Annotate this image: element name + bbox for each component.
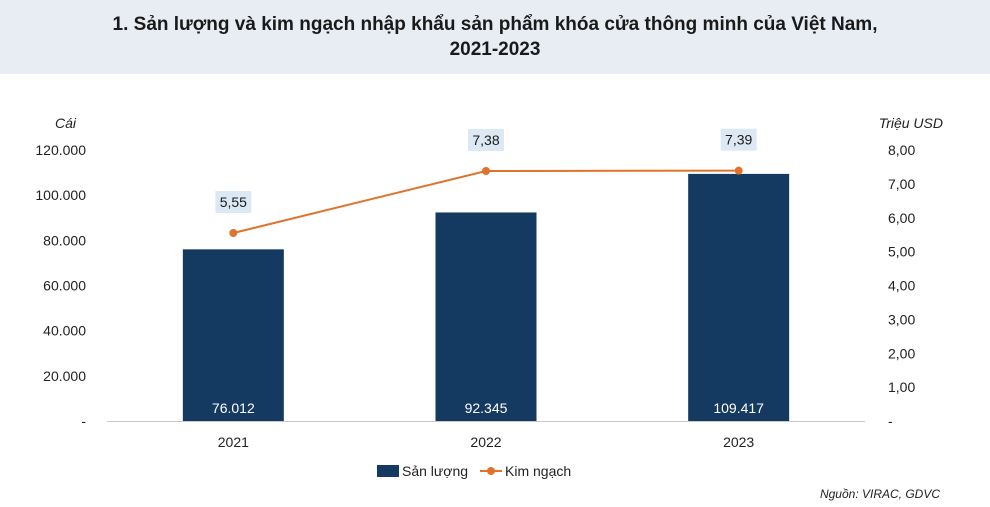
legend-swatch-san-luong [377, 465, 399, 477]
right-tick-label: 8,00 [888, 142, 915, 158]
left-tick-label: 40.000 [43, 323, 86, 339]
left-axis-unit: Cái [55, 115, 77, 131]
line-value-label-bg [215, 190, 252, 213]
line-value-label-bg [468, 129, 504, 152]
left-tick-label: - [81, 413, 86, 429]
bar-value-label: 76.012 [212, 400, 255, 416]
right-tick-label: 1,00 [888, 379, 915, 395]
line-point-kim-ngach [734, 166, 743, 175]
left-tick-label: 100.000 [35, 187, 86, 203]
x-tick-label: 2022 [470, 434, 501, 450]
chart-title: 1. Sản lượng và kim ngạch nhập khẩu sản … [0, 12, 990, 62]
chart-title-line1: 1. Sản lượng và kim ngạch nhập khẩu sản … [112, 14, 878, 35]
right-tick-label: 5,00 [888, 244, 915, 260]
right-tick-label: - [888, 413, 893, 429]
x-tick-label: 2021 [218, 434, 249, 450]
right-tick-label: 2,00 [888, 345, 915, 361]
right-tick-label: 6,00 [888, 210, 915, 226]
chart-title-line2: 2021-2023 [449, 39, 541, 60]
left-tick-label: 80.000 [43, 232, 86, 248]
x-tick-label: 2023 [723, 434, 754, 450]
legend-label-san-luong: Sản lượng [402, 463, 468, 479]
right-tick-label: 4,00 [888, 278, 915, 294]
left-tick-label: 20.000 [43, 368, 86, 384]
line-value-label: 7,39 [725, 132, 752, 148]
line-value-label: 5,55 [220, 194, 247, 210]
legend-marker-kim-ngach [487, 467, 495, 475]
bar-san-luong [435, 212, 537, 421]
bar-san-luong [688, 173, 790, 421]
line-point-kim-ngach [482, 167, 490, 176]
bar-value-label: 92.345 [465, 400, 508, 416]
line-value-label-bg [720, 128, 757, 151]
left-tick-label: 60.000 [43, 278, 86, 294]
source-note: Nguồn: VIRAC, GDVC [819, 487, 940, 501]
bar-value-label: 109.417 [713, 400, 764, 416]
title-band [0, 0, 990, 74]
right-axis-unit: Triệu USD [879, 115, 943, 131]
right-tick-label: 7,00 [888, 176, 915, 192]
bar-san-luong [182, 249, 284, 421]
left-tick-label: 120.000 [35, 142, 86, 158]
line-value-label: 7,38 [472, 132, 499, 148]
legend-label-kim-ngach: Kim ngạch [505, 463, 571, 479]
line-point-kim-ngach [229, 228, 238, 237]
right-tick-label: 3,00 [888, 311, 915, 327]
